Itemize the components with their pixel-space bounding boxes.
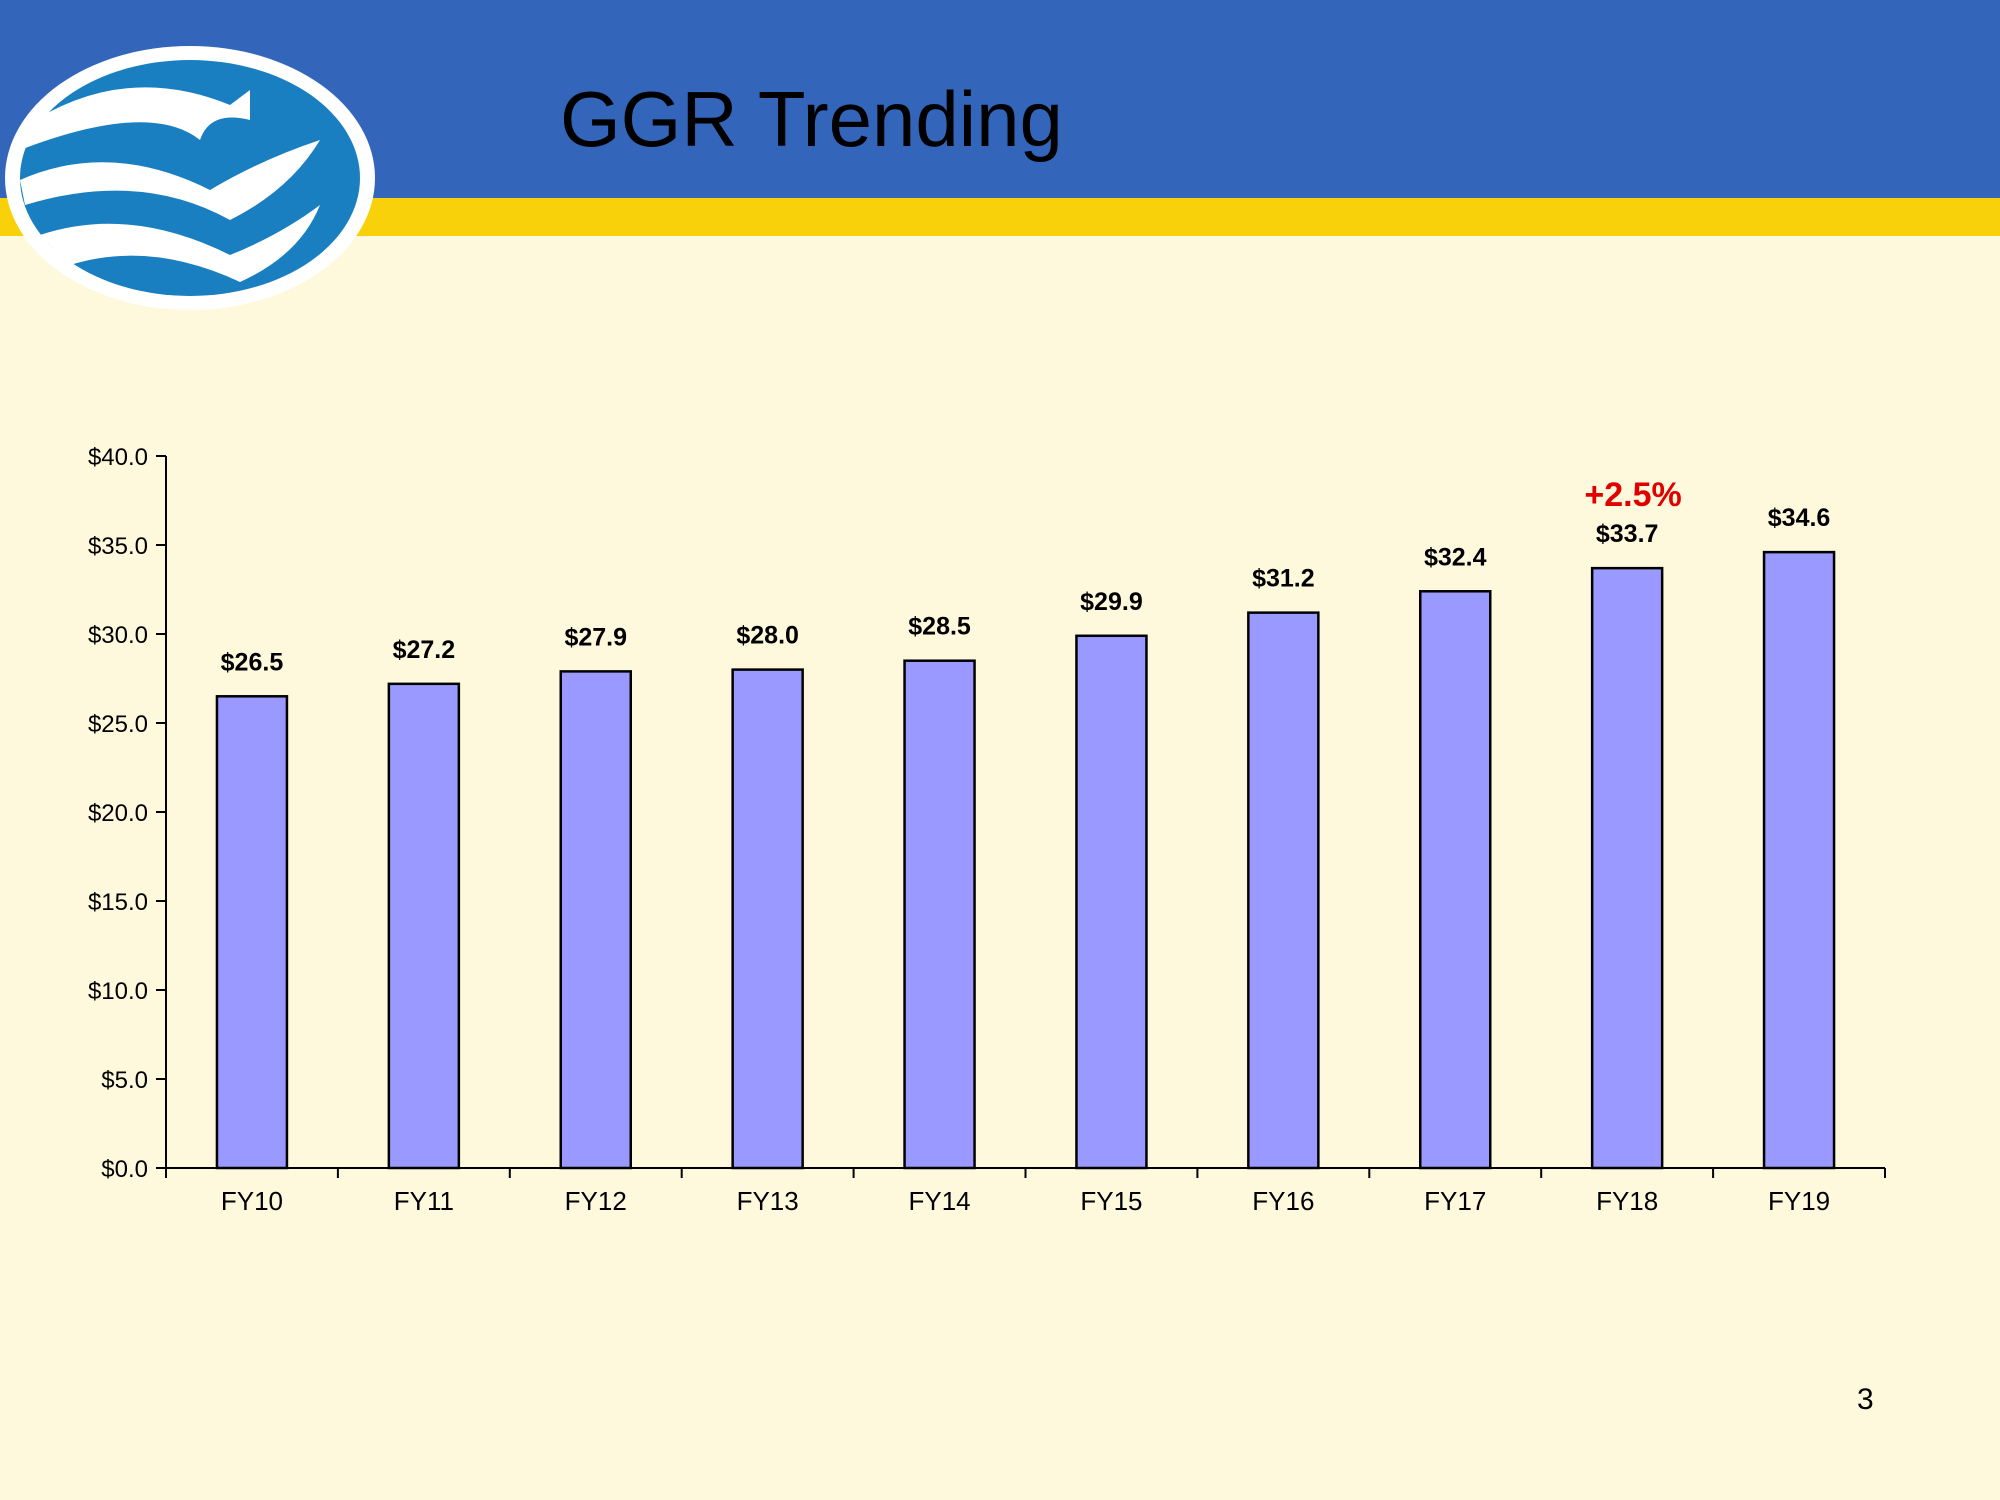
bar-fy14 xyxy=(903,659,976,1170)
data-label: $28.0 xyxy=(736,622,799,650)
x-tick-label: FY17 xyxy=(1424,1186,1486,1216)
y-tick-label: $20.0 xyxy=(88,800,148,827)
x-tick-label: FY12 xyxy=(565,1186,627,1216)
bar-fy12 xyxy=(559,670,632,1170)
data-label: $34.6 xyxy=(1768,504,1831,532)
eagle-logo xyxy=(5,46,375,310)
data-label: $27.9 xyxy=(564,623,627,651)
x-tick-label: FY19 xyxy=(1768,1186,1830,1216)
x-tick-label: FY11 xyxy=(394,1186,454,1216)
x-tick-label: FY15 xyxy=(1080,1186,1142,1216)
x-tick-label: FY16 xyxy=(1252,1186,1314,1216)
growth-annotation: +2.5% xyxy=(1584,476,1681,514)
data-label: $26.5 xyxy=(221,648,284,676)
data-label: $27.2 xyxy=(393,636,456,664)
bar-fy17 xyxy=(1419,590,1492,1170)
slide-number: 3 xyxy=(1857,1383,1874,1416)
bar-fy13 xyxy=(731,668,804,1170)
y-tick-label: $10.0 xyxy=(88,978,148,1005)
data-label: $31.2 xyxy=(1252,565,1315,593)
x-tick-label: FY14 xyxy=(908,1186,970,1216)
bar-fy15 xyxy=(1075,634,1148,1170)
slide-title: GGR Trending xyxy=(560,75,1063,163)
bar-fy19 xyxy=(1762,550,1836,1170)
x-tick-label: FY10 xyxy=(221,1186,283,1216)
data-label: $33.7 xyxy=(1596,520,1659,548)
bar-fy11 xyxy=(387,682,461,1170)
y-tick-label: $0.0 xyxy=(101,1156,148,1183)
bar-fy10 xyxy=(215,695,289,1170)
y-tick-label: $35.0 xyxy=(88,533,148,560)
y-tick-label: $40.0 xyxy=(88,444,148,471)
x-tick-label: FY13 xyxy=(737,1186,799,1216)
y-tick-label: $25.0 xyxy=(88,711,148,738)
y-tick-label: $15.0 xyxy=(88,889,148,916)
bar-fy16 xyxy=(1247,611,1320,1170)
data-label: $28.5 xyxy=(908,613,971,641)
y-tick-label: $30.0 xyxy=(88,622,148,649)
x-tick-label: FY18 xyxy=(1596,1186,1658,1216)
data-label: $32.4 xyxy=(1424,543,1487,571)
bar-fy18 xyxy=(1590,566,1664,1170)
y-tick-label: $5.0 xyxy=(101,1067,148,1094)
data-label: $29.9 xyxy=(1080,588,1143,616)
